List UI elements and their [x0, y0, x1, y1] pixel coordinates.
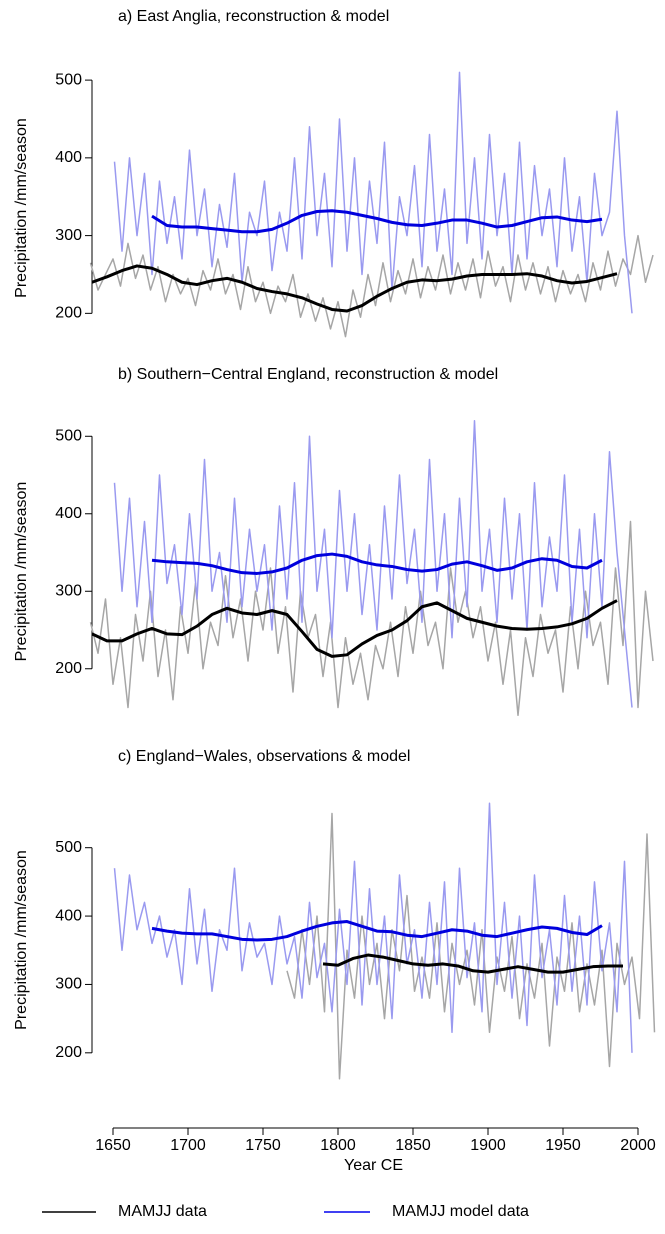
series-line [91, 599, 618, 658]
panel-title: b) Southern−Central England, reconstruct… [118, 366, 498, 383]
series-line [89, 234, 654, 338]
legend-label: MAMJJ model data [392, 1203, 529, 1220]
series-line [113, 802, 633, 1053]
x-axis-label: Year CE [344, 1157, 403, 1174]
y-tick-label: 200 [55, 1044, 82, 1061]
y-tick-label: 400 [55, 149, 82, 166]
series-line [322, 953, 623, 974]
y-tick-label: 500 [55, 427, 82, 444]
x-tick-label: 1700 [170, 1137, 206, 1154]
series-line [89, 520, 654, 716]
y-tick-label: 300 [55, 582, 82, 599]
x-tick-label: 1850 [395, 1137, 431, 1154]
panel-title: c) England−Wales, observations & model [118, 748, 410, 765]
series-line [91, 264, 618, 313]
y-tick-label: 400 [55, 505, 82, 522]
y-tick-label: 300 [55, 227, 82, 244]
x-tick-label: 2000 [620, 1137, 656, 1154]
y-tick-label: 500 [55, 71, 82, 88]
legend-label: MAMJJ data [118, 1203, 207, 1220]
x-tick-label: 1900 [470, 1137, 506, 1154]
series-line [151, 209, 603, 234]
y-tick-label: 200 [55, 660, 82, 677]
panel-title: a) East Anglia, reconstruction & model [118, 8, 389, 25]
x-tick-label: 1950 [545, 1137, 581, 1154]
y-tick-label: 300 [55, 976, 82, 993]
y-tick-label: 200 [55, 305, 82, 322]
y-axis-label: Precipitation /mm/season [13, 482, 30, 662]
y-axis-label: Precipitation /mm/season [13, 118, 30, 298]
x-tick-label: 1800 [320, 1137, 356, 1154]
y-axis-label: Precipitation /mm/season [13, 850, 30, 1030]
y-tick-label: 500 [55, 839, 82, 856]
x-tick-label: 1650 [95, 1137, 131, 1154]
series-line [151, 920, 603, 942]
series-line [151, 552, 603, 575]
x-tick-label: 1750 [245, 1137, 281, 1154]
series-line [113, 420, 633, 708]
y-tick-label: 400 [55, 907, 82, 924]
series-line [113, 71, 633, 314]
